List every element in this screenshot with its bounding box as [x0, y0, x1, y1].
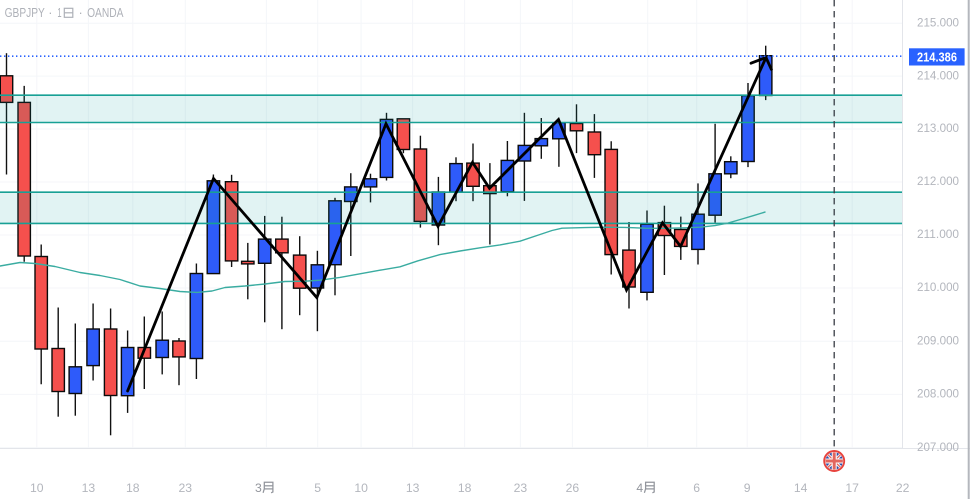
svg-text:6: 6: [693, 481, 700, 495]
svg-text:23: 23: [179, 481, 193, 495]
svg-text:26: 26: [566, 481, 580, 495]
svg-text:9: 9: [744, 481, 751, 495]
svg-text:22: 22: [896, 481, 910, 495]
svg-text:214.386: 214.386: [917, 51, 957, 65]
svg-text:213.000: 213.000: [917, 121, 959, 135]
svg-text:OANDA: OANDA: [87, 5, 124, 20]
svg-text:4: 4: [636, 481, 643, 495]
svg-text:10: 10: [354, 481, 368, 495]
svg-text:14: 14: [794, 481, 808, 495]
svg-text:210.000: 210.000: [917, 280, 959, 294]
svg-text:13: 13: [406, 481, 420, 495]
svg-text:10: 10: [30, 481, 44, 495]
svg-text:1: 1: [57, 5, 61, 20]
svg-text:211.000: 211.000: [917, 227, 959, 241]
svg-text:3: 3: [255, 481, 262, 495]
svg-text:214.000: 214.000: [917, 68, 959, 82]
svg-text:212.000: 212.000: [917, 174, 959, 188]
svg-text:23: 23: [514, 481, 528, 495]
svg-text:18: 18: [126, 481, 140, 495]
svg-text:5: 5: [314, 481, 321, 495]
svg-text:209.000: 209.000: [917, 333, 959, 347]
svg-text:215.000: 215.000: [917, 16, 959, 30]
svg-text:18: 18: [458, 481, 472, 495]
svg-text:208.000: 208.000: [917, 387, 959, 401]
svg-text:17: 17: [845, 481, 859, 495]
svg-text:13: 13: [82, 481, 96, 495]
svg-text:207.000: 207.000: [917, 440, 959, 454]
svg-text:GBPJPY: GBPJPY: [5, 5, 46, 20]
svg-text:·: ·: [48, 5, 52, 20]
svg-text:·: ·: [78, 5, 82, 20]
